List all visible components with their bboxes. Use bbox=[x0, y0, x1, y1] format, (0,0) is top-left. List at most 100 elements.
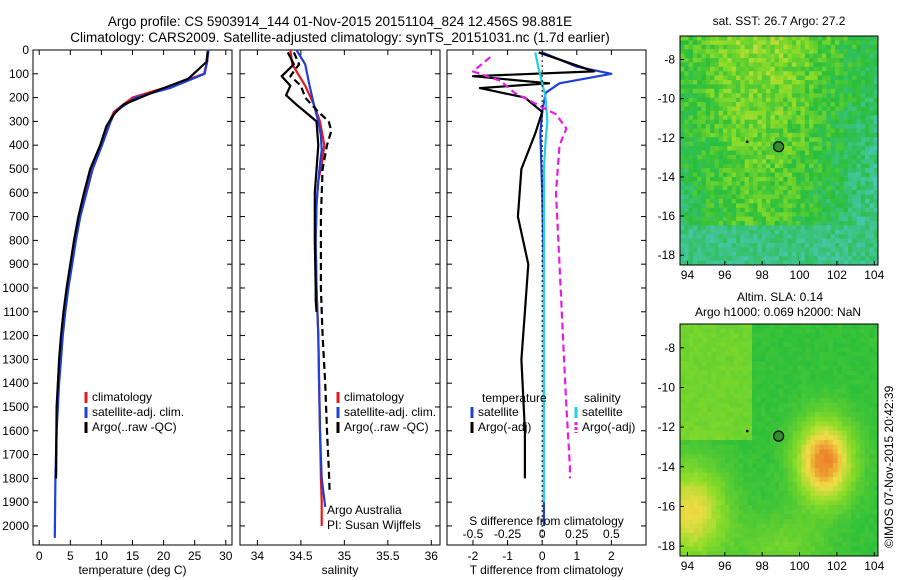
map-y-tick-label: -12 bbox=[658, 131, 676, 145]
map-cell bbox=[865, 181, 870, 187]
map-cell bbox=[689, 481, 694, 487]
map-cell bbox=[756, 361, 762, 367]
map-cell bbox=[830, 53, 836, 59]
map-cell bbox=[736, 154, 741, 160]
map-cell bbox=[783, 542, 789, 548]
map-cell bbox=[701, 159, 707, 165]
map-cell bbox=[788, 416, 793, 422]
map-cell bbox=[830, 137, 836, 143]
map-cell bbox=[684, 514, 690, 520]
map-cell bbox=[846, 356, 852, 362]
map-cell bbox=[839, 203, 844, 209]
map-cell bbox=[817, 216, 823, 222]
map-cell bbox=[828, 542, 834, 548]
map-cell bbox=[702, 495, 708, 501]
map-cell bbox=[800, 124, 806, 129]
map-cell bbox=[774, 80, 780, 85]
map-cell bbox=[740, 225, 745, 231]
map-cell bbox=[833, 444, 838, 450]
map-cell bbox=[860, 500, 865, 506]
map-cell bbox=[747, 440, 753, 445]
map-cell bbox=[684, 251, 689, 257]
map-cell bbox=[744, 190, 750, 195]
map-cell bbox=[729, 477, 735, 483]
map-cell bbox=[851, 407, 856, 413]
map-cell bbox=[842, 440, 847, 445]
map-cell bbox=[684, 58, 689, 63]
map-cell bbox=[744, 216, 750, 222]
map-cell bbox=[826, 84, 831, 90]
map-cell bbox=[833, 467, 838, 473]
map-cell bbox=[869, 84, 875, 90]
map-cell bbox=[727, 251, 732, 257]
map-cell bbox=[702, 347, 708, 353]
map-cell bbox=[847, 58, 853, 63]
map-cell bbox=[796, 97, 801, 103]
map-cell bbox=[847, 260, 853, 266]
map-cell bbox=[800, 71, 806, 76]
map-cell bbox=[830, 80, 836, 85]
map-cell bbox=[819, 505, 825, 510]
map-cell bbox=[779, 159, 784, 165]
annotation-line-1: PI: Susan Wijffels bbox=[327, 518, 421, 532]
map-cell bbox=[813, 194, 819, 200]
map-cell bbox=[810, 542, 816, 548]
map-cell bbox=[869, 505, 874, 510]
map-cell bbox=[740, 97, 745, 103]
map-cell bbox=[864, 361, 870, 367]
map-cell bbox=[697, 102, 702, 107]
map-cell bbox=[680, 203, 685, 209]
map-cell bbox=[748, 163, 754, 169]
map-cell bbox=[738, 523, 744, 529]
map-cell bbox=[810, 458, 816, 464]
map-cell bbox=[856, 194, 862, 200]
map-cell bbox=[697, 260, 702, 266]
map-cell bbox=[783, 416, 789, 422]
map-cell bbox=[800, 216, 806, 222]
map-cell bbox=[701, 110, 707, 116]
map-cell bbox=[756, 551, 762, 557]
map-cell bbox=[701, 207, 707, 213]
map-cell bbox=[843, 150, 849, 156]
map-cell bbox=[756, 375, 762, 380]
map-cell bbox=[714, 102, 720, 107]
map-cell bbox=[852, 84, 857, 90]
map-cell bbox=[738, 412, 744, 418]
map-cell bbox=[688, 75, 694, 81]
map-cell bbox=[842, 337, 847, 343]
map-cell bbox=[826, 260, 831, 266]
map-cell bbox=[864, 384, 870, 390]
map-cell bbox=[701, 44, 707, 50]
map-cell bbox=[692, 247, 698, 253]
map-cell bbox=[839, 172, 844, 178]
map-cell bbox=[869, 398, 874, 404]
map-cell bbox=[743, 537, 748, 543]
map-cell bbox=[693, 532, 699, 538]
map-cell bbox=[723, 150, 728, 156]
map-cell bbox=[779, 444, 784, 450]
map-cell bbox=[787, 44, 793, 50]
map-cell bbox=[792, 500, 798, 506]
map-cell bbox=[817, 110, 823, 116]
map-cell bbox=[723, 207, 728, 213]
map-cell bbox=[714, 251, 720, 257]
map-cell bbox=[792, 495, 798, 501]
map-cell bbox=[824, 384, 829, 390]
map-cell bbox=[701, 203, 707, 209]
map-cell bbox=[846, 505, 852, 510]
map-cell bbox=[783, 481, 789, 487]
map-cell bbox=[828, 389, 834, 394]
map-cell bbox=[804, 212, 810, 217]
map-cell bbox=[815, 328, 820, 334]
map-cell bbox=[740, 93, 745, 99]
map-cell bbox=[748, 243, 754, 248]
map-cell bbox=[809, 172, 814, 178]
map-cell bbox=[864, 324, 870, 329]
map-cell bbox=[797, 356, 802, 362]
map-cell bbox=[770, 481, 775, 487]
map-cell bbox=[701, 97, 707, 103]
map-cell bbox=[753, 256, 758, 261]
map-cell bbox=[702, 337, 708, 343]
map-cell bbox=[774, 168, 780, 173]
x-axis-label: temperature (deg C) bbox=[78, 563, 186, 577]
